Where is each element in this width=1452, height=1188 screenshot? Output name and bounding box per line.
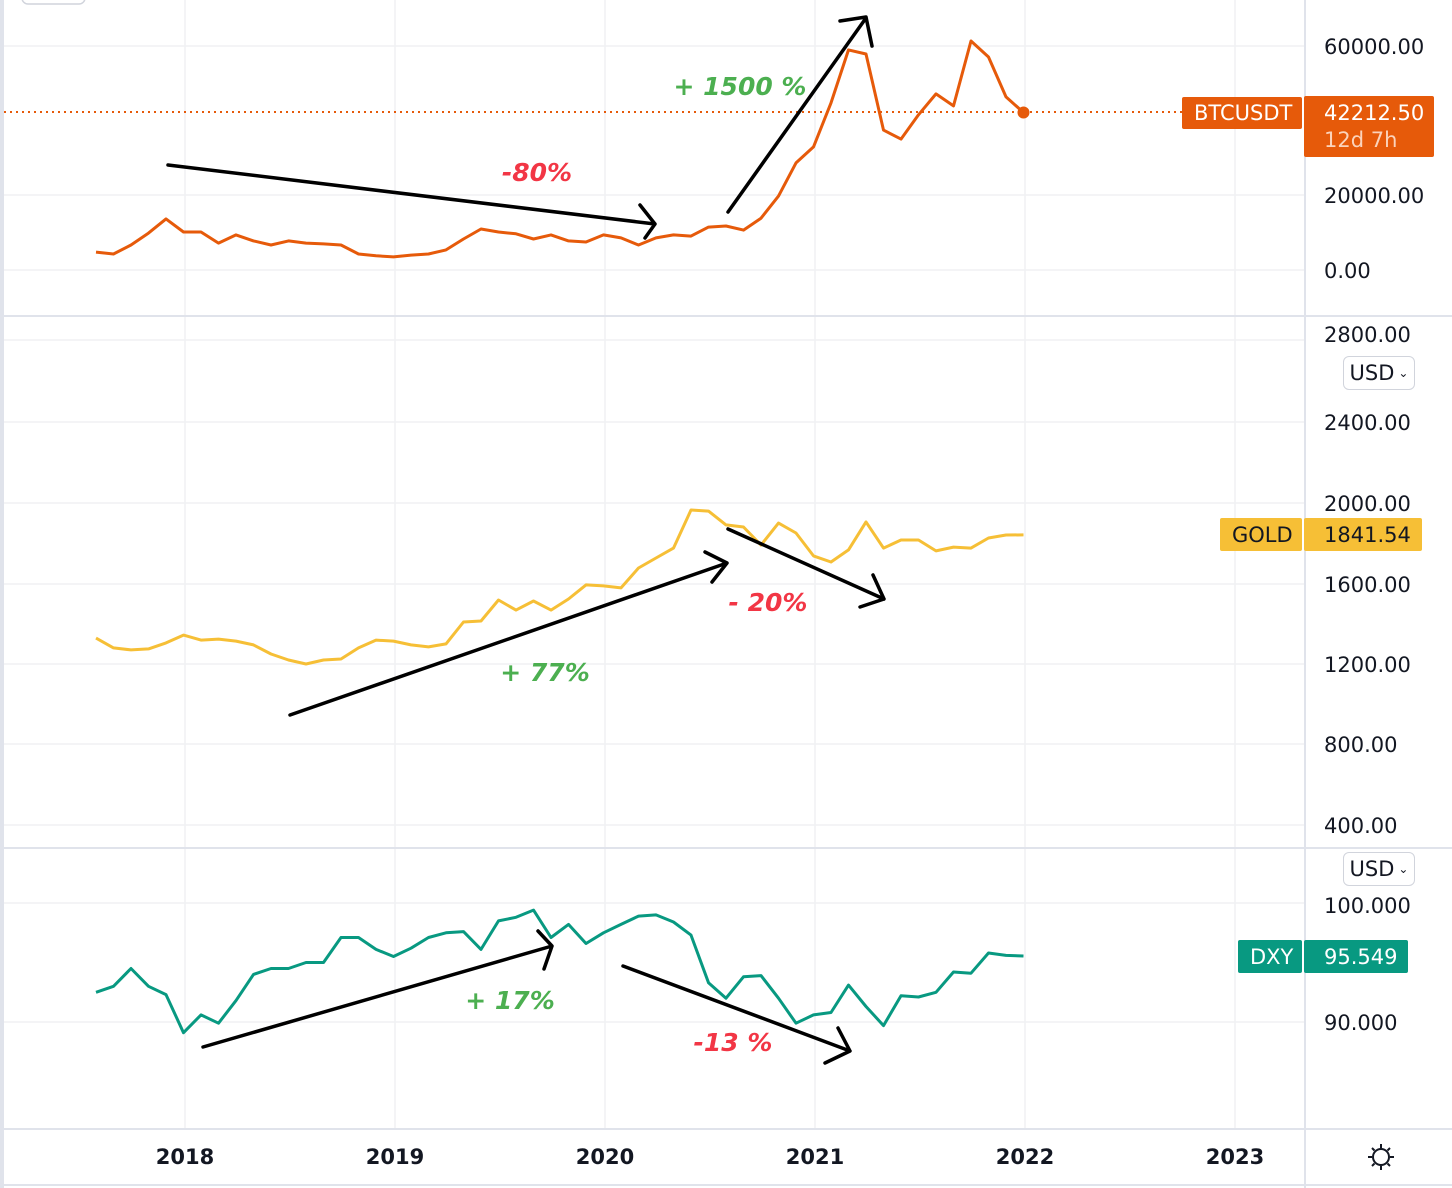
btc-tick: 60000.00: [1324, 35, 1424, 59]
dxy-up-arrow: [201, 929, 554, 1049]
btc-last-value: 42212.50: [1324, 100, 1425, 125]
annotations: + 1500 % -80% + 77% - 20% + 17% -13 %: [465, 72, 807, 1057]
dxy-currency-button[interactable]: USD ⌄: [1343, 852, 1415, 886]
btc-down-note: -80%: [502, 158, 572, 187]
drawn-arrows[interactable]: [166, 15, 886, 1065]
btc-symbol-text: BTCUSDT: [1194, 101, 1293, 125]
time-tick: 2019: [366, 1145, 424, 1169]
dxy-symbol-text: DXY: [1250, 944, 1294, 969]
pane-separators[interactable]: [4, 0, 1452, 1188]
gold-currency-text: USD: [1349, 361, 1395, 385]
time-tick: 2021: [786, 1145, 844, 1169]
btc-up-note: + 1500 %: [674, 72, 807, 101]
gear-icon[interactable]: [1368, 1144, 1394, 1170]
gold-price-label: 1841.54: [1304, 518, 1422, 551]
gold-currency-button[interactable]: USD ⌄: [1343, 356, 1415, 390]
dxy-tick: 90.000: [1324, 1011, 1397, 1035]
time-tick: 2023: [1206, 1145, 1264, 1169]
btc-series-line: [95, 39, 1025, 259]
btc-symbol-label: BTCUSDT: [1182, 97, 1302, 129]
dxy-up-note: + 17%: [465, 986, 555, 1015]
btc-up-arrow: [726, 15, 874, 214]
btc-bar-countdown: 12d 7h: [1324, 127, 1398, 152]
chevron-down-icon: ⌄: [1398, 862, 1409, 876]
dxy-last-value: 95.549: [1324, 944, 1398, 969]
btc-last-point: [1017, 106, 1030, 119]
dxy-currency-text: USD: [1349, 857, 1395, 881]
gold-symbol-text: GOLD: [1232, 522, 1293, 547]
time-tick: 2020: [576, 1145, 634, 1169]
chevron-down-icon: ⌄: [1398, 366, 1409, 380]
gold-down-note: - 20%: [729, 588, 808, 617]
time-axis[interactable]: 2018 2019 2020 2021 2022 2023: [156, 1145, 1264, 1169]
dxy-series-line: [95, 908, 1024, 1035]
top-currency-button[interactable]: [21, 0, 86, 5]
time-tick: 2018: [156, 1145, 214, 1169]
gold-up-note: + 77%: [500, 658, 590, 687]
btc-price-label: 42212.50 12d 7h: [1304, 96, 1434, 157]
gold-tick: 2000.00: [1324, 492, 1411, 516]
btc-price-axis[interactable]: 60000.00 20000.00 0.00: [1324, 35, 1424, 283]
gold-tick: 400.00: [1324, 814, 1397, 838]
gold-tick: 1600.00: [1324, 573, 1411, 597]
gold-tick: 2800.00: [1324, 323, 1411, 347]
gold-down-arrow: [726, 527, 886, 609]
time-tick: 2022: [996, 1145, 1054, 1169]
gold-last-value: 1841.54: [1324, 522, 1411, 547]
btc-tick: 0.00: [1324, 259, 1371, 283]
dxy-symbol-label: DXY: [1238, 940, 1302, 973]
dxy-down-note: -13 %: [694, 1028, 773, 1057]
btc-tick: 20000.00: [1324, 184, 1424, 208]
dxy-price-label: 95.549: [1304, 940, 1408, 973]
gold-up-arrow: [288, 550, 729, 717]
gold-series-line: [95, 508, 1024, 666]
gold-price-axis[interactable]: 2800.00 2400.00 2000.00 1600.00 1200.00 …: [1324, 323, 1411, 838]
gold-tick: 800.00: [1324, 733, 1397, 757]
gold-tick: 1200.00: [1324, 653, 1411, 677]
dxy-price-axis[interactable]: 100.000 90.000: [1324, 894, 1411, 1035]
btc-down-arrow: [166, 163, 657, 240]
gold-symbol-label: GOLD: [1220, 518, 1302, 551]
dxy-down-arrow: [621, 964, 852, 1065]
grid: [4, 0, 1305, 1128]
gold-tick: 2400.00: [1324, 411, 1411, 435]
left-toolbar-edge: [0, 0, 4, 1188]
dxy-tick: 100.000: [1324, 894, 1411, 918]
